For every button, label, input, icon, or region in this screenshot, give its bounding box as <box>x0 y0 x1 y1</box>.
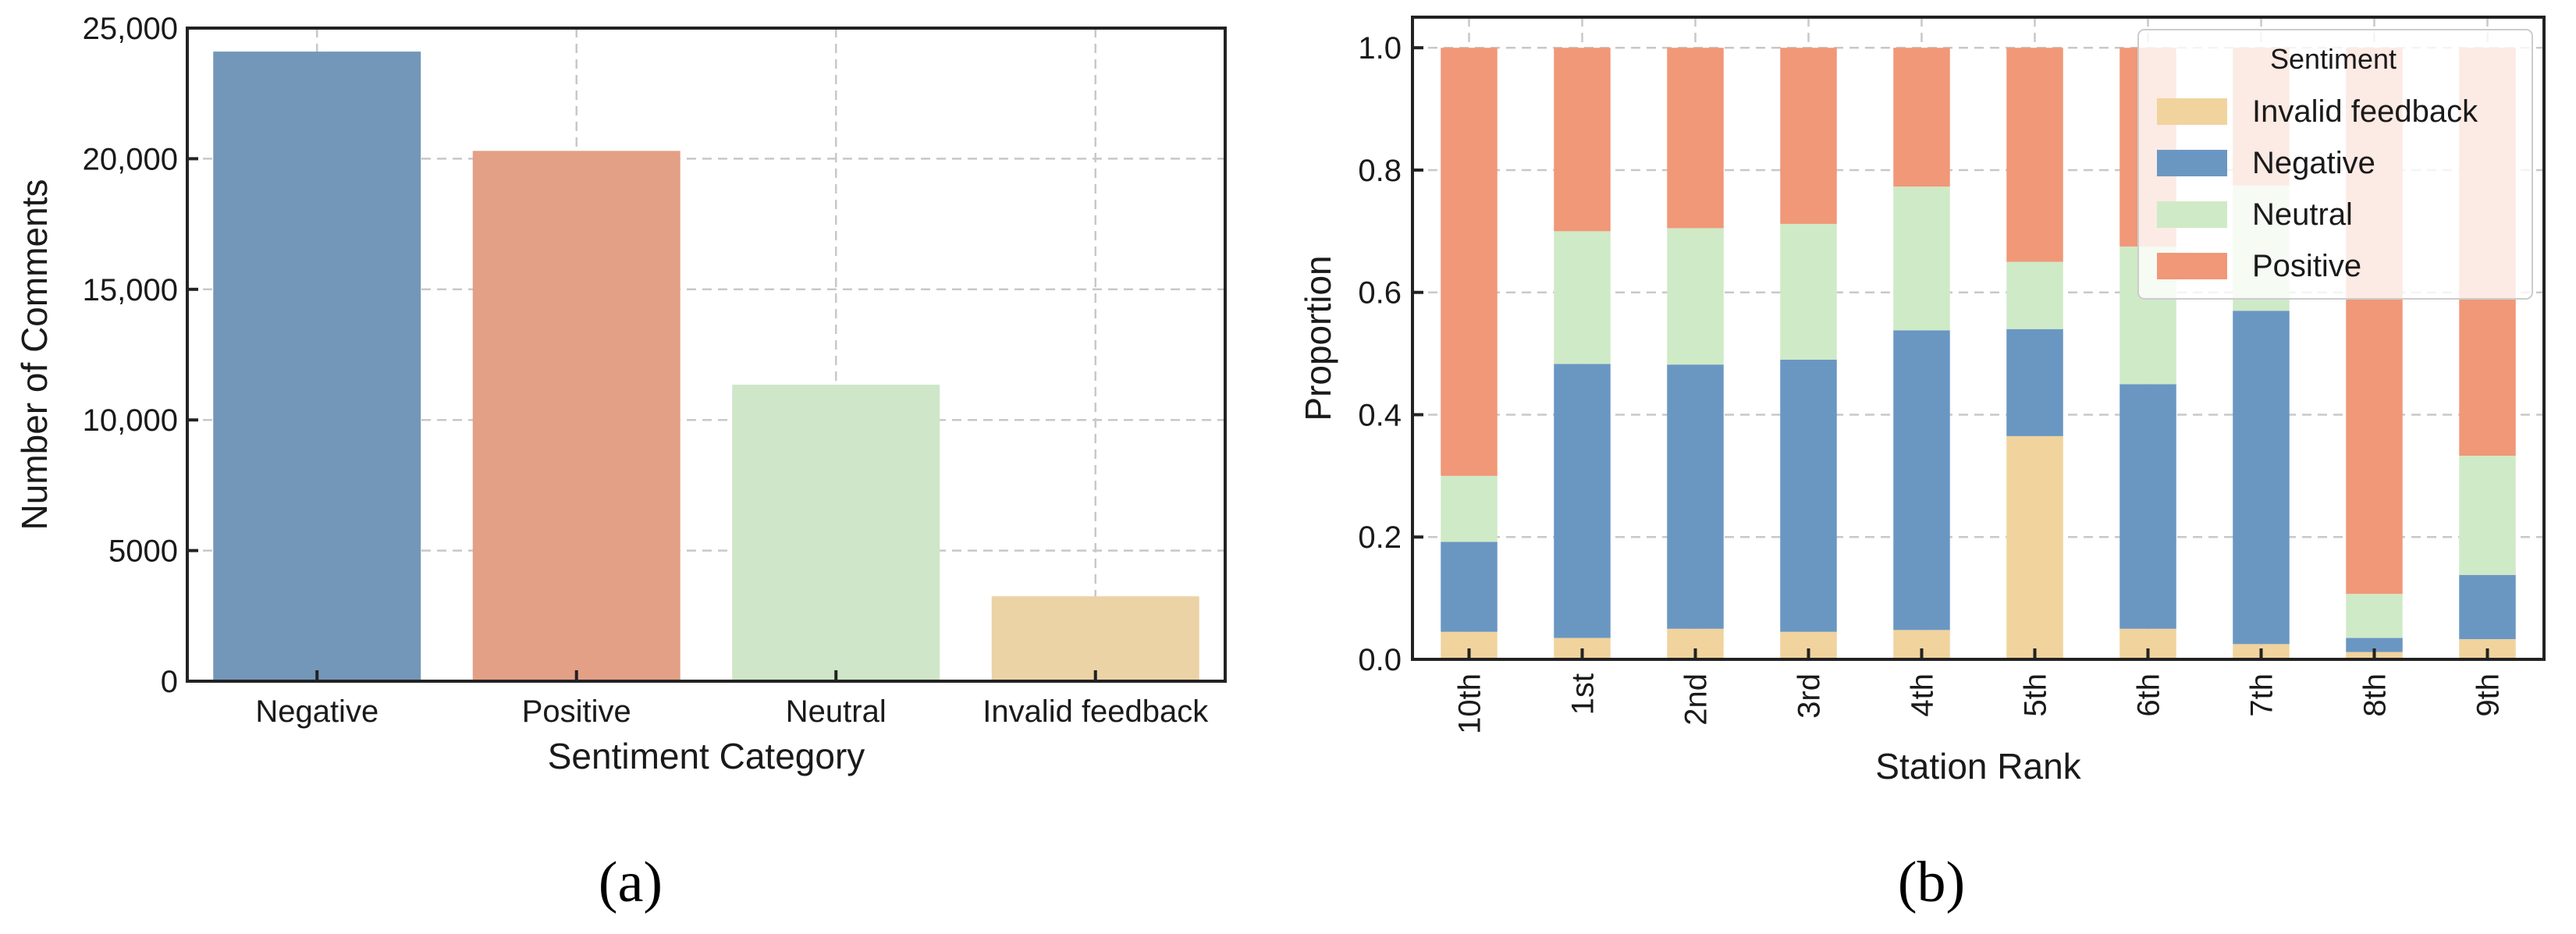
panel-a-y-tick-label: 5000 <box>108 534 178 569</box>
bar-segment-2nd-neutral <box>1667 228 1724 365</box>
panel-b-x-tick-label: 9th <box>2471 673 2506 717</box>
bar-segment-8th-negative <box>2346 637 2403 652</box>
legend-swatch-positive <box>2157 253 2227 279</box>
bar-segment-5th-neutral <box>2006 261 2063 329</box>
bar-segment-5th-negative <box>2006 328 2063 436</box>
legend-swatch-neutral <box>2157 201 2227 228</box>
legend-swatch-invalid-feedback <box>2157 98 2227 125</box>
panel-a-y-axis-label: Number of Comments <box>14 179 55 531</box>
panel-b-x-tick-label: 7th <box>2245 673 2279 717</box>
bar-segment-10th-neutral <box>1441 475 1498 542</box>
bar-segment-3rd-neutral <box>1780 223 1837 360</box>
panel-b-caption: (b) <box>1898 851 1965 914</box>
panel-b-legend: Sentiment Invalid feedback Negative Neutra… <box>2137 29 2533 300</box>
panel-a-y-tick-label: 25,000 <box>83 12 178 46</box>
panel-b-x-tick-label: 3rd <box>1793 673 1827 719</box>
panel-b-y-tick-label: 0.8 <box>1358 154 1402 188</box>
panel-b-x-tick-label: 5th <box>2019 673 2053 717</box>
panel-a-caption: (a) <box>599 851 663 914</box>
bar-segment-5th-positive <box>2006 48 2063 262</box>
bar-segment-9th-negative <box>2459 574 2516 640</box>
bar-segment-10th-positive <box>1441 48 1498 476</box>
bar-segment-3rd-positive <box>1780 48 1837 224</box>
panel-a-ticks: 0 5000 10,000 15,000 20,000 25,000 Negative Pos… <box>83 12 1210 729</box>
panel-a-x-tick-label: Positive <box>522 694 631 729</box>
panel-a-y-tick-label: 0 <box>161 665 178 699</box>
bar-positive <box>472 151 680 681</box>
bar-segment-2nd-negative <box>1667 364 1724 629</box>
panel-b-y-axis-label: Proportion <box>1298 255 1338 421</box>
legend-items: Invalid feedback Negative Neutral Positive <box>2157 94 2478 283</box>
legend-label-negative: Negative <box>2252 146 2375 180</box>
panel-a-frame <box>186 27 1227 683</box>
bar-negative <box>213 51 421 681</box>
legend-label-invalid-feedback: Invalid feedback <box>2252 94 2478 129</box>
panel-b-y-tick-label: 0.4 <box>1358 398 1402 432</box>
panel-b-stacked-bar-chart: 0.0 0.2 0.4 0.6 0.8 1.0 10th 1st 2nd 3rd 4th 5th 6th… <box>1298 16 2546 914</box>
bar-segment-5th-invalid-feedback <box>2006 435 2063 659</box>
legend-box <box>2137 29 2533 300</box>
panel-a-x-tick-label: Invalid feedback <box>982 694 1209 729</box>
bar-segment-4th-positive <box>1893 48 1950 187</box>
bar-segment-1st-negative <box>1554 364 1611 638</box>
panel-b-frame <box>1411 16 2546 661</box>
bar-neutral <box>732 385 940 681</box>
panel-b-y-tick-label: 0.2 <box>1358 520 1402 555</box>
panel-b-x-tick-label: 10th <box>1453 673 1487 734</box>
panel-b-x-axis-label: Station Rank <box>1875 746 2081 787</box>
panel-a-x-axis-label: Sentiment Category <box>548 736 865 776</box>
legend-label-positive: Positive <box>2252 249 2361 283</box>
bar-segment-2nd-positive <box>1667 48 1724 229</box>
panel-a-x-tick-label: Negative <box>255 694 378 729</box>
panel-b-x-tick-label: 2nd <box>1679 673 1714 726</box>
panel-a-y-tick-label: 20,000 <box>83 142 178 176</box>
panel-b-ticks: 0.0 0.2 0.4 0.6 0.8 1.0 10th 1st 2nd 3rd 4th 5th 6th… <box>1358 31 2505 734</box>
panel-b-x-tick-label: 1st <box>1566 673 1601 715</box>
bar-segment-4th-neutral <box>1893 186 1950 331</box>
panel-b-x-tick-label: 4th <box>1906 673 1940 717</box>
bar-segment-6th-negative <box>2119 384 2176 629</box>
panel-a-x-tick-label: Neutral <box>786 694 886 729</box>
legend-swatch-negative <box>2157 150 2227 176</box>
bar-segment-9th-neutral <box>2459 455 2516 575</box>
bar-segment-4th-negative <box>1893 330 1950 630</box>
panel-a-bars <box>213 51 1199 681</box>
bar-segment-10th-negative <box>1441 542 1498 632</box>
panel-b-y-tick-label: 0.6 <box>1358 276 1402 311</box>
panel-a-bar-chart: 0 5000 10,000 15,000 20,000 25,000 Negative Pos… <box>14 12 1227 914</box>
bar-segment-1st-positive <box>1554 48 1611 232</box>
legend-title: Sentiment <box>2270 43 2397 75</box>
bar-segment-7th-negative <box>2233 311 2290 645</box>
legend-label-neutral: Neutral <box>2252 197 2353 232</box>
panel-a-y-tick-label: 15,000 <box>83 273 178 307</box>
bar-segment-1st-neutral <box>1554 231 1611 364</box>
bar-invalid-feedback <box>991 596 1199 681</box>
bar-segment-3rd-negative <box>1780 359 1837 632</box>
panel-b-x-tick-label: 8th <box>2358 673 2393 717</box>
panel-a-y-tick-label: 10,000 <box>83 403 178 438</box>
panel-b-y-tick-label: 0.0 <box>1358 643 1402 677</box>
panel-b-y-tick-label: 1.0 <box>1358 31 1402 66</box>
bar-segment-8th-neutral <box>2346 594 2403 638</box>
panel-b-x-tick-label: 6th <box>2132 673 2166 717</box>
